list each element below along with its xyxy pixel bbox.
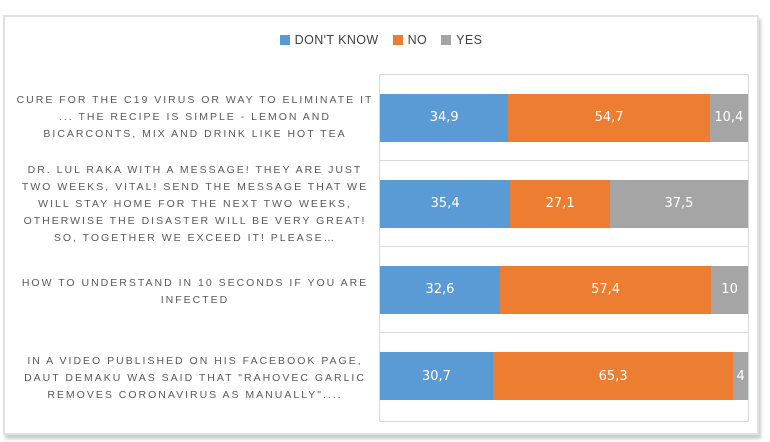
legend-label: DON'T KNOW	[294, 33, 379, 47]
bar-row: 34,9 54,7 10,4	[380, 75, 748, 161]
legend-item-don-t-know[interactable]: DON'T KNOW	[279, 33, 379, 47]
legend-item-no[interactable]: NO	[392, 33, 428, 47]
bar-row: 35,4 27,1 37,5	[380, 161, 748, 247]
bar-row: 32,6 57,4 10	[380, 247, 748, 333]
bar-segment-don-t-know[interactable]: 30,7	[380, 352, 493, 400]
bar-segment-don-t-know[interactable]: 32,6	[380, 265, 500, 314]
category-label: CURE FOR THE C19 VIRUS OR WAY TO ELIMINA…	[16, 94, 374, 140]
stacked-bar: 35,4 27,1 37,5	[380, 179, 748, 228]
chart-frame: DON'T KNOW NO YES CURE FOR THE C19 VIRUS O…	[3, 15, 759, 435]
bar-value-label: 57,4	[591, 282, 621, 297]
bar-segment-yes[interactable]: 10,4	[709, 93, 748, 142]
bar-segment-don-t-know[interactable]: 35,4	[380, 179, 511, 228]
legend-item-yes[interactable]: YES	[441, 33, 482, 47]
bar-value-label: 34,9	[429, 110, 459, 125]
category-label: HOW TO UNDERSTAND IN 10 SECONDS IF YOU A…	[21, 276, 369, 306]
bar-value-label: 32,6	[425, 282, 455, 297]
category-label-row: DR. LUL RAKA WITH A MESSAGE! THEY ARE JU…	[13, 161, 377, 248]
bar-segment-don-t-know[interactable]: 34,9	[380, 93, 509, 142]
bar-segment-yes[interactable]: 4	[733, 352, 748, 400]
legend-swatch-icon	[392, 35, 403, 45]
category-label: IN A VIDEO PUBLISHED ON HIS FACEBOOK PAG…	[24, 355, 366, 401]
stacked-bar: 30,7 65,3 4	[380, 352, 748, 400]
category-label-row: HOW TO UNDERSTAND IN 10 SECONDS IF YOU A…	[13, 248, 377, 335]
stacked-bar: 32,6 57,4 10	[380, 265, 748, 314]
category-label-row: IN A VIDEO PUBLISHED ON HIS FACEBOOK PAG…	[13, 335, 377, 422]
bar-segment-no[interactable]: 54,7	[508, 93, 710, 142]
legend-label: YES	[456, 33, 483, 47]
category-label: DR. LUL RAKA WITH A MESSAGE! THEY ARE JU…	[21, 164, 369, 244]
bar-row: 30,7 65,3 4	[380, 333, 748, 419]
bar-segment-no[interactable]: 57,4	[499, 265, 712, 314]
bar-value-label: 10,4	[714, 110, 744, 125]
bar-value-label: 30,7	[422, 368, 451, 384]
bar-value-label: 54,7	[594, 110, 624, 125]
bar-segment-yes[interactable]: 37,5	[609, 179, 748, 228]
plot-area: 34,9 54,7 10,4 35,4 27,1 37,5 32,6 57,4 10 30,7 65…	[379, 74, 749, 422]
bar-value-label: 65,3	[598, 368, 628, 384]
category-label-row: CURE FOR THE C19 VIRUS OR WAY TO ELIMINA…	[13, 74, 377, 161]
bar-segment-no[interactable]: 65,3	[492, 352, 734, 400]
stacked-bar: 34,9 54,7 10,4	[380, 93, 748, 142]
bar-value-label: 35,4	[430, 196, 460, 211]
chart-legend: DON'T KNOW NO YES	[5, 33, 757, 47]
legend-swatch-icon	[441, 35, 452, 45]
legend-swatch-icon	[279, 35, 290, 45]
bar-value-label: 4	[736, 368, 745, 384]
bar-segment-yes[interactable]: 10	[711, 265, 748, 314]
bar-value-label: 27,1	[545, 196, 575, 211]
bar-segment-no[interactable]: 27,1	[510, 179, 610, 228]
category-axis-labels: CURE FOR THE C19 VIRUS OR WAY TO ELIMINA…	[13, 74, 377, 422]
bar-value-label: 10	[721, 282, 738, 297]
legend-label: NO	[407, 33, 428, 47]
bar-value-label: 37,5	[664, 196, 694, 211]
